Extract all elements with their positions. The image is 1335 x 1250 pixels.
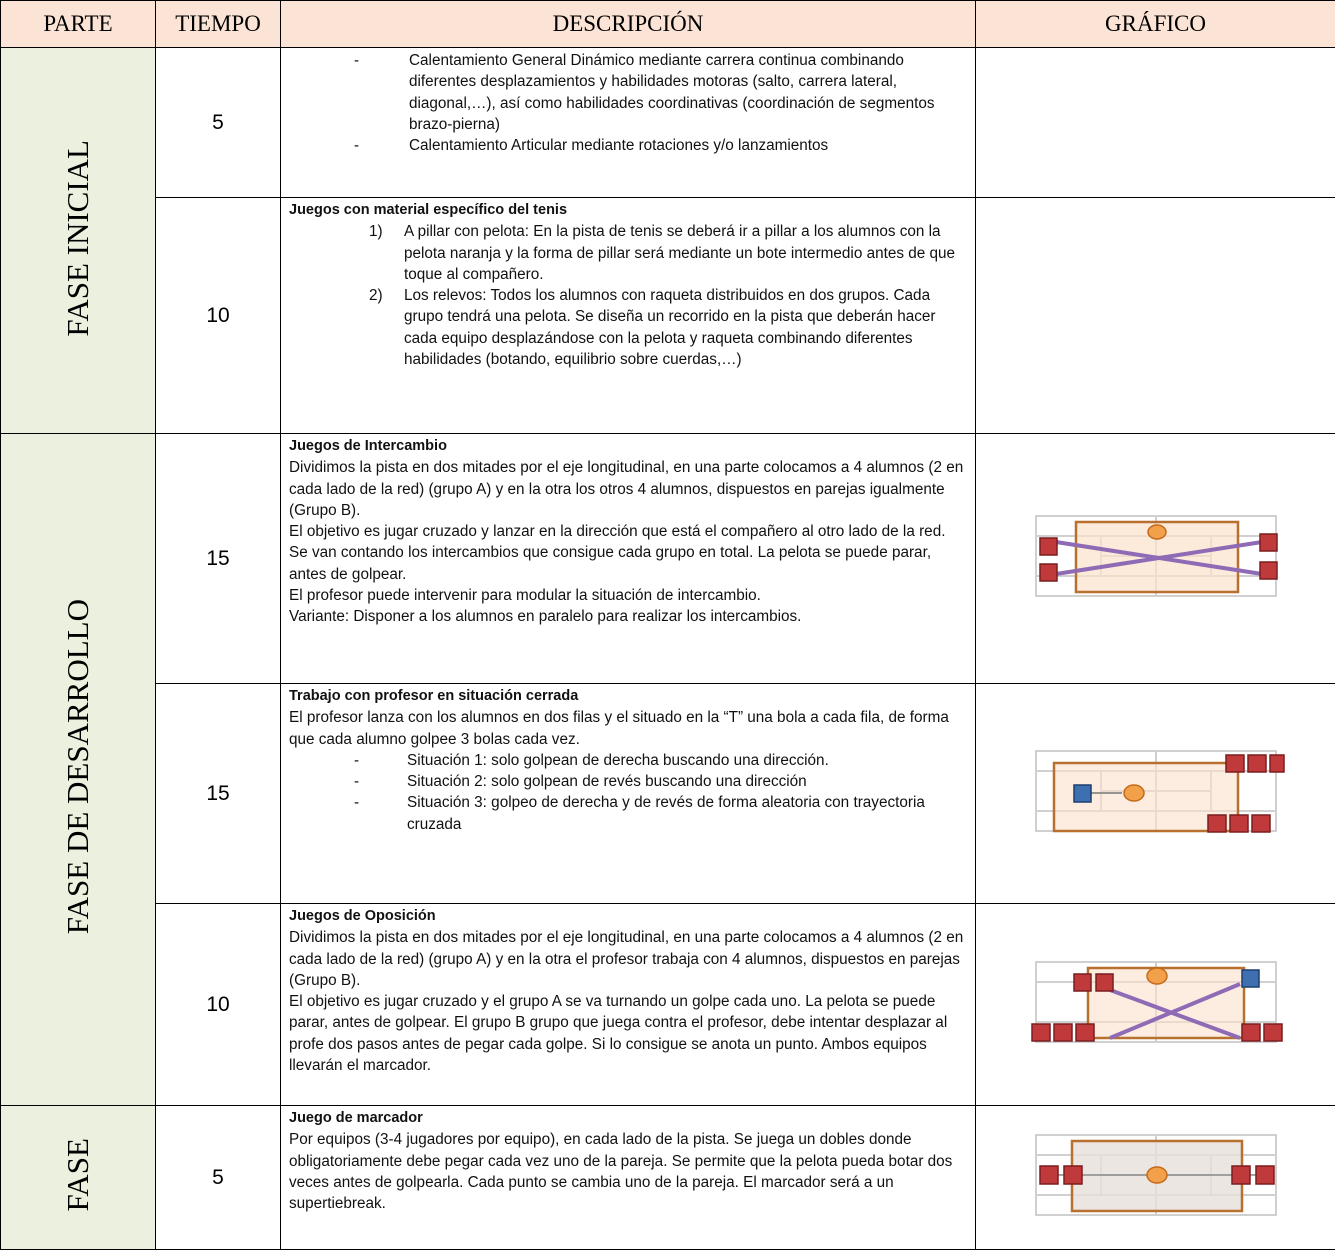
- graphic-cell: [976, 684, 1335, 904]
- list-marker: -: [354, 50, 409, 135]
- court-diagram: [1026, 743, 1286, 839]
- activity-title: Trabajo con profesor en situación cerrad…: [289, 686, 967, 707]
- time-cell: 5: [156, 1106, 281, 1250]
- graphic-cell: [976, 434, 1335, 684]
- phase-cell: FASE INICIAL: [1, 48, 156, 434]
- paragraph: El profesor puede intervenir para modula…: [289, 585, 967, 606]
- phase-label: FASE: [60, 1138, 96, 1212]
- paragraph: El profesor lanza con los alumnos en dos…: [289, 707, 967, 750]
- header-row: PARTE TIEMPO DESCRIPCIÓN GRÁFICO: [1, 1, 1335, 48]
- table-row: 15 Trabajo con profesor en situación cerr…: [1, 684, 1335, 904]
- time-cell: 15: [156, 434, 281, 684]
- court-diagram: [1026, 1127, 1286, 1223]
- header-cell: DESCRIPCIÓN: [281, 1, 976, 48]
- list-item: 1)A pillar con pelota: En la pista de te…: [289, 221, 967, 285]
- header-cell: GRÁFICO: [976, 1, 1335, 48]
- list-marker: -: [354, 792, 407, 835]
- graphic-cell: [976, 48, 1335, 198]
- list-marker: -: [354, 750, 407, 771]
- time-cell: 10: [156, 904, 281, 1106]
- activity-title: Juegos de Intercambio: [289, 436, 967, 457]
- time-cell: 10: [156, 198, 281, 434]
- phase-cell: FASE: [1, 1106, 156, 1250]
- list-item: -Calentamiento General Dinámico mediante…: [289, 50, 967, 135]
- description-cell: Trabajo con profesor en situación cerrad…: [281, 684, 976, 904]
- paragraph: Dividimos la pista en dos mitades por el…: [289, 927, 967, 991]
- description-cell: -Calentamiento General Dinámico mediante…: [281, 48, 976, 198]
- phase-cell: FASE DE DESARROLLO: [1, 434, 156, 1106]
- activity-title: Juegos con material específico del tenis: [289, 200, 967, 221]
- paragraph: Variante: Disponer a los alumnos en para…: [289, 606, 967, 627]
- activity-title: Juegos de Oposición: [289, 906, 967, 927]
- header-cell: TIEMPO: [156, 1, 281, 48]
- list-item: 2)Los relevos: Todos los alumnos con raq…: [289, 285, 967, 370]
- phase-label: FASE DE DESARROLLO: [60, 599, 96, 934]
- graphic-cell: [976, 904, 1335, 1106]
- list-text: Calentamiento General Dinámico mediante …: [409, 50, 967, 135]
- description: Juegos con material específico del tenis…: [281, 198, 975, 433]
- list-item: -Calentamiento Articular mediante rotaci…: [289, 135, 967, 156]
- description-cell: Juegos con material específico del tenis…: [281, 198, 976, 434]
- list-text: Situación 3: golpeo de derecha y de revé…: [407, 792, 967, 835]
- list-text: A pillar con pelota: En la pista de teni…: [404, 221, 967, 285]
- list-item: -Situación 2: solo golpean de revés busc…: [289, 771, 967, 792]
- list-text: Situación 1: solo golpean de derecha bus…: [407, 750, 829, 771]
- paragraph: Por equipos (3-4 jugadores por equipo), …: [289, 1129, 967, 1214]
- list-marker: 2): [369, 285, 404, 370]
- list-text: Calentamiento Articular mediante rotacio…: [409, 135, 828, 156]
- court-diagram: [1026, 954, 1286, 1050]
- phase-label: FASE INICIAL: [60, 140, 96, 337]
- list-marker: 1): [369, 221, 404, 285]
- activity-title: Juego de marcador: [289, 1108, 967, 1129]
- court-diagram: [1026, 508, 1286, 604]
- list-item: -Situación 1: solo golpean de derecha bu…: [289, 750, 967, 771]
- list-text: Los relevos: Todos los alumnos con raque…: [404, 285, 967, 370]
- description: -Calentamiento General Dinámico mediante…: [281, 48, 975, 197]
- header-cell: PARTE: [1, 1, 156, 48]
- list-item: -Situación 3: golpeo de derecha y de rev…: [289, 792, 967, 835]
- graphic-cell: [976, 1106, 1335, 1250]
- time-cell: 5: [156, 48, 281, 198]
- list-marker: -: [354, 135, 409, 156]
- list-marker: -: [354, 771, 407, 792]
- paragraph: El objetivo es jugar cruzado y lanzar en…: [289, 521, 967, 585]
- list-text: Situación 2: solo golpean de revés busca…: [407, 771, 807, 792]
- graphic-cell: [976, 198, 1335, 434]
- paragraph: Dividimos la pista en dos mitades por el…: [289, 457, 967, 521]
- time-cell: 15: [156, 684, 281, 904]
- paragraph: El objetivo es jugar cruzado y el grupo …: [289, 991, 967, 1076]
- description: Trabajo con profesor en situación cerrad…: [281, 684, 975, 903]
